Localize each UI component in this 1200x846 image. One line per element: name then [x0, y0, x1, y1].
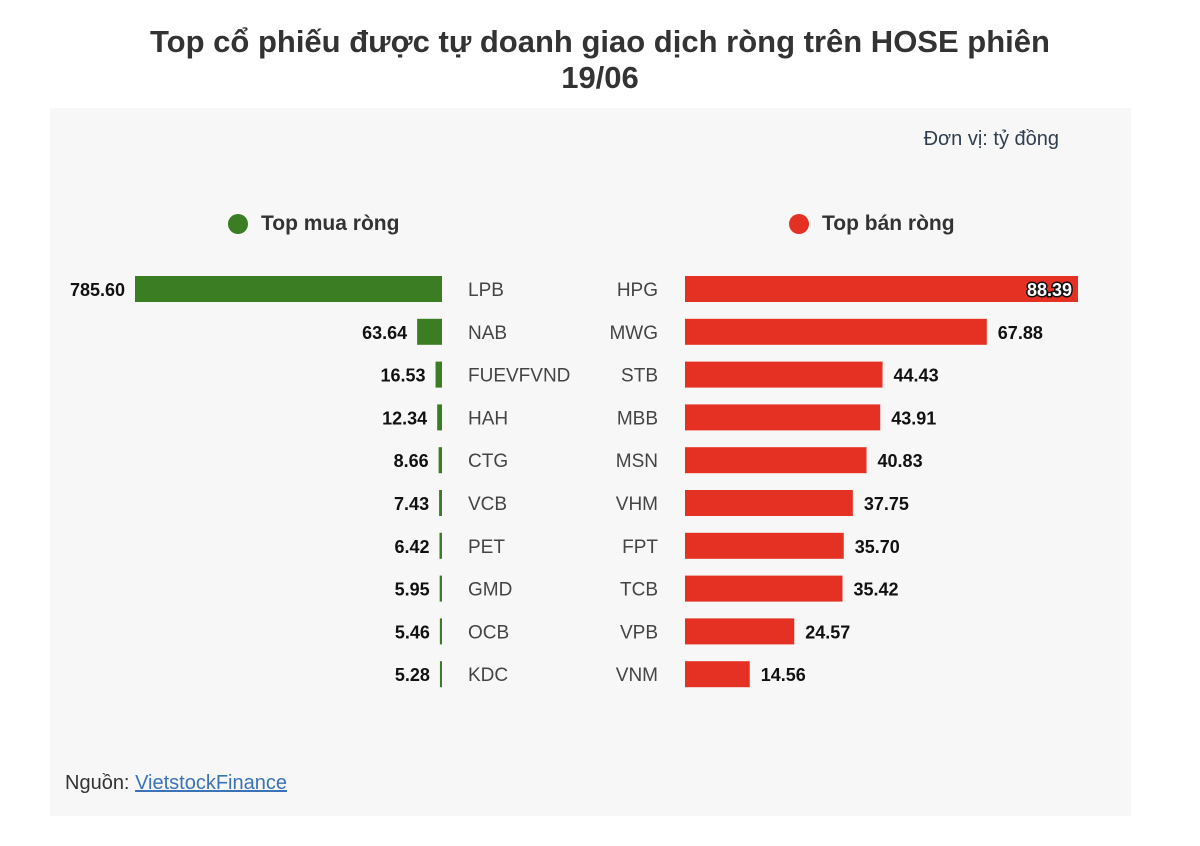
- buy-value-label: 8.66: [394, 451, 429, 471]
- buy-value-label: 6.42: [394, 537, 429, 557]
- sell-category-label: FPT: [622, 537, 658, 558]
- buy-category-label: LPB: [468, 280, 504, 301]
- sell-bar: [685, 404, 881, 431]
- buy-value-label: 63.64: [362, 323, 407, 343]
- buy-bar: [439, 661, 442, 688]
- buy-bar: [439, 490, 442, 516]
- sell-category-label: HPG: [617, 280, 658, 301]
- buy-value-label: 5.46: [395, 622, 430, 642]
- sell-category-label: VNM: [616, 665, 658, 686]
- sell-category-label: MWG: [609, 323, 658, 344]
- buy-category-label: KDC: [468, 665, 508, 686]
- sell-bar: [685, 618, 795, 645]
- chart-title-line-1: Top cổ phiếu được tự doanh giao dịch ròn…: [150, 24, 1050, 59]
- sell-category-label: MBB: [617, 408, 658, 429]
- buy-value-label: 5.95: [395, 580, 430, 600]
- buy-category-label: HAH: [468, 408, 508, 429]
- sell-category-label: MSN: [616, 451, 658, 472]
- sell-bar: [685, 575, 843, 602]
- buy-category-label: FUEVFVND: [468, 366, 570, 387]
- sell-bar: [685, 276, 1078, 302]
- buy-category-label: OCB: [468, 622, 509, 643]
- buy-bar: [438, 447, 442, 474]
- source-link[interactable]: VietstockFinance: [135, 772, 287, 794]
- buy-value-label: 12.34: [382, 408, 427, 428]
- sell-category-label: VHM: [616, 494, 658, 515]
- buy-value-label: 785.60: [70, 280, 125, 300]
- sell-bar: [685, 532, 844, 559]
- buy-bar: [439, 575, 442, 602]
- sell-value-label: 44.43: [894, 366, 939, 386]
- sell-bar: [685, 490, 853, 516]
- sell-value-label: 43.91: [891, 408, 936, 428]
- legend-buy-dot-icon: [228, 214, 248, 234]
- sell-value-label: 14.56: [761, 665, 806, 685]
- legend-sell: Top bán ròng: [789, 212, 955, 236]
- sell-value-label: 24.57: [805, 622, 850, 642]
- sell-bar: [685, 318, 987, 345]
- sell-value-label: 88.39: [1027, 280, 1072, 300]
- buy-category-label: NAB: [468, 323, 507, 344]
- source-label: Nguồn:: [65, 772, 130, 794]
- legend-buy-label: Top mua ròng: [261, 212, 400, 235]
- legend-sell-label: Top bán ròng: [822, 212, 955, 235]
- buy-bar: [437, 404, 442, 431]
- buy-bar: [435, 361, 442, 388]
- buy-bar: [135, 276, 442, 302]
- unit-label: Đơn vị: tỷ đồng: [923, 128, 1059, 150]
- sell-category-label: VPB: [620, 622, 658, 643]
- buy-bar: [439, 532, 442, 559]
- buy-category-label: GMD: [468, 580, 512, 601]
- legend-buy: Top mua ròng: [228, 212, 399, 236]
- sell-value-label: 40.83: [878, 451, 923, 471]
- sell-category-label: STB: [621, 366, 658, 387]
- sell-bar: [685, 661, 750, 688]
- sell-value-label: 35.70: [855, 537, 900, 557]
- buy-category-label: PET: [468, 537, 505, 558]
- chart-title: Top cổ phiếu được tự doanh giao dịch ròn…: [0, 24, 1200, 96]
- bar-chart: 785.60 LPB 63.64 NAB 16.53 FUEVFVND 12.34 HAH 8.…: [70, 276, 1078, 688]
- sell-value-label: 67.88: [998, 323, 1043, 343]
- buy-value-label: 16.53: [380, 366, 425, 386]
- source-note: Nguồn: VietstockFinance: [65, 772, 287, 795]
- buy-category-label: CTG: [468, 451, 508, 472]
- sell-category-label: TCB: [620, 580, 658, 601]
- legend-sell-dot-icon: [789, 214, 809, 234]
- buy-value-label: 7.43: [394, 494, 429, 514]
- buy-bar: [417, 318, 442, 345]
- chart-title-line-2: 19/06: [561, 60, 639, 95]
- buy-bar: [439, 618, 442, 645]
- buy-category-label: VCB: [468, 494, 507, 515]
- chart-panel: Đơn vị: tỷ đồng Top mua ròng Top bán ròn…: [50, 108, 1131, 816]
- sell-bar: [685, 361, 883, 388]
- sell-value-label: 37.75: [864, 494, 909, 514]
- buy-value-label: 5.28: [395, 665, 430, 685]
- sell-value-label: 35.42: [853, 580, 898, 600]
- sell-bar: [685, 447, 867, 474]
